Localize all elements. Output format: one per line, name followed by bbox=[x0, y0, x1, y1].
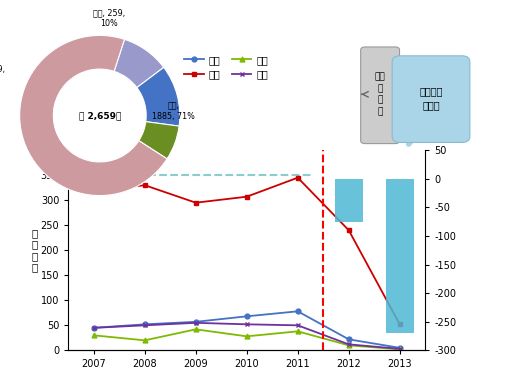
FancyBboxPatch shape bbox=[392, 56, 470, 142]
FancyArrowPatch shape bbox=[408, 139, 413, 144]
Wedge shape bbox=[114, 39, 164, 88]
Wedge shape bbox=[19, 35, 167, 196]
Bar bbox=[335, 179, 363, 222]
Wedge shape bbox=[139, 122, 179, 159]
Text: 미국,
1885, 71%: 미국, 1885, 71% bbox=[152, 102, 195, 121]
Text: 한국, 329,
12%: 한국, 329, 12% bbox=[0, 64, 5, 84]
FancyBboxPatch shape bbox=[361, 47, 400, 144]
Y-axis label: 장
원
건
수: 장 원 건 수 bbox=[31, 228, 37, 273]
Text: 전년대비
증가율: 전년대비 증가율 bbox=[419, 86, 443, 110]
Text: 총 2,659건: 총 2,659건 bbox=[79, 111, 121, 120]
Bar bbox=[386, 179, 414, 333]
Text: 유효
데
이
터: 유효 데 이 터 bbox=[375, 72, 385, 117]
Text: 일본, 259,
10%: 일본, 259, 10% bbox=[93, 8, 125, 27]
Legend: 한국, 미국, 유럽, 일본: 한국, 미국, 유럽, 일본 bbox=[180, 51, 272, 84]
Wedge shape bbox=[137, 67, 180, 126]
